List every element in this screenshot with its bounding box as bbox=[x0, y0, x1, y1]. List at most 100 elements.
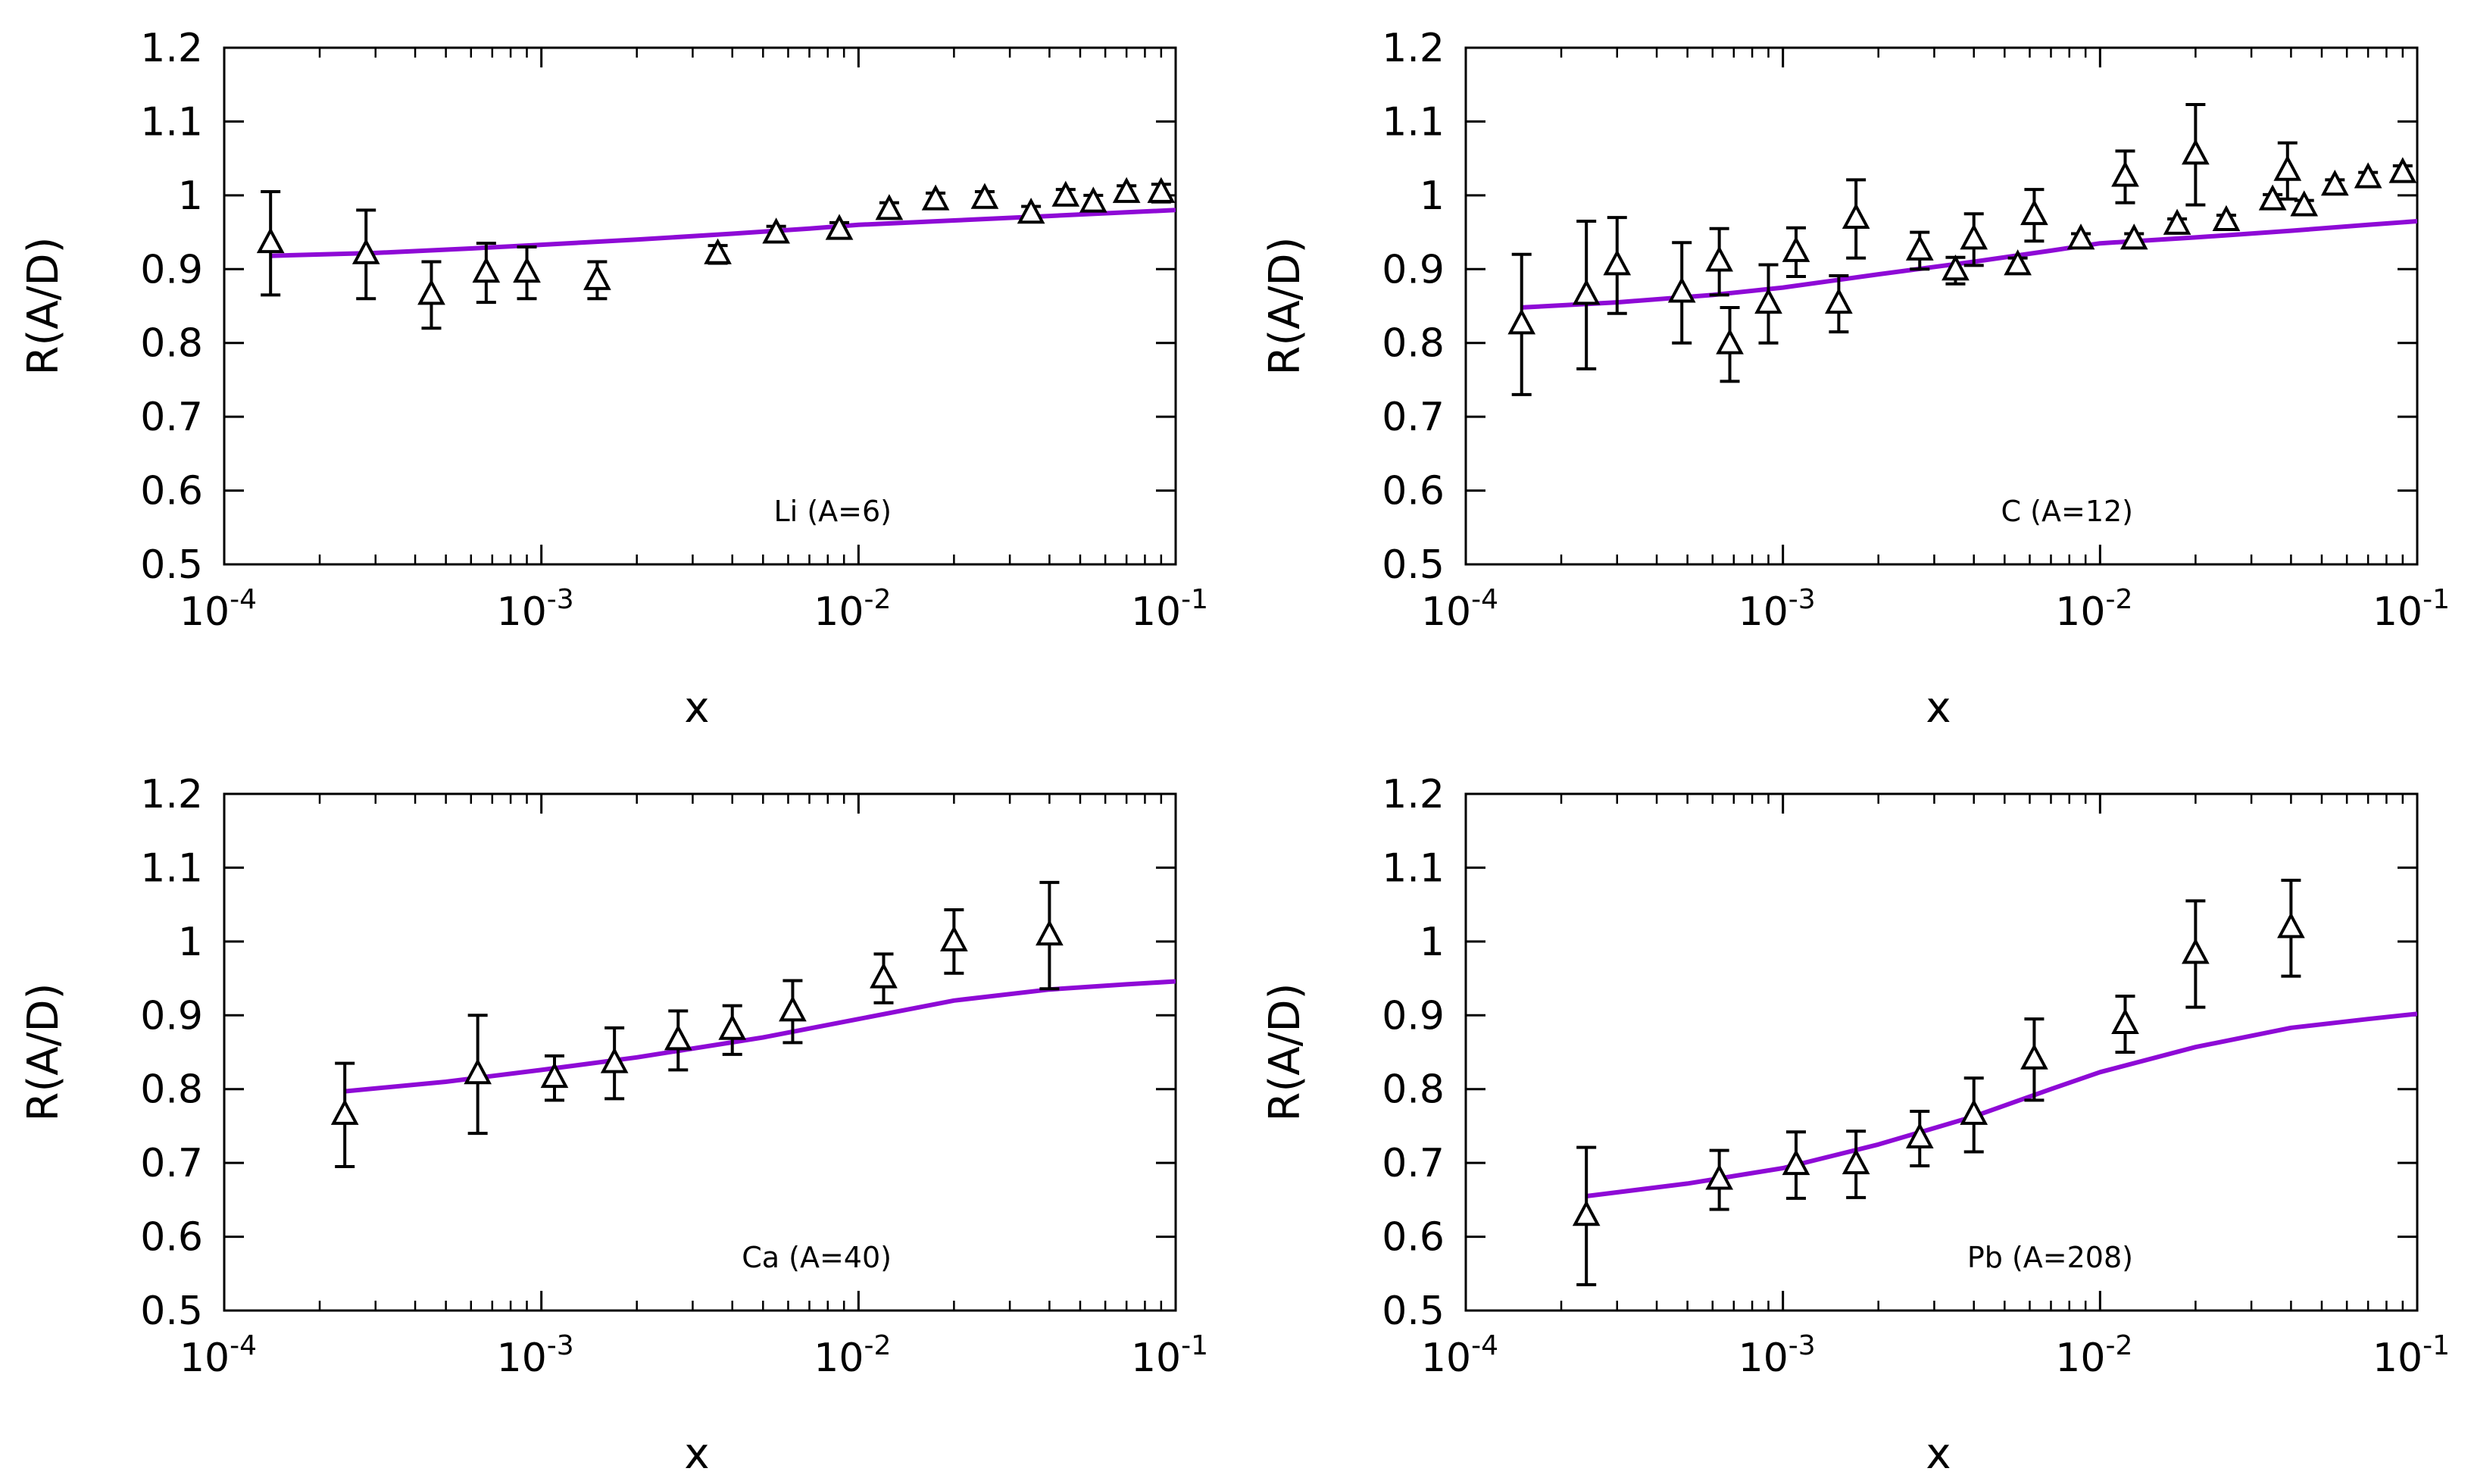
x-tick-label: 10-3 bbox=[497, 1330, 574, 1381]
x-tick-label: 10-4 bbox=[1421, 584, 1498, 635]
triangle-marker bbox=[1825, 287, 1853, 314]
data-point bbox=[2004, 249, 2032, 276]
x-tick-label: 10-1 bbox=[2373, 1330, 2450, 1381]
plot-frame bbox=[223, 46, 1177, 566]
x-tick-label: 10-4 bbox=[1421, 1330, 1498, 1381]
data-point bbox=[2277, 878, 2305, 978]
triangle-marker bbox=[870, 962, 898, 989]
panel-2: 0.5 0.6 0.7 0.8 0.9 1 1.1 1.2 10-4 10-3 10-2 10-1 x R… bbox=[1260, 26, 2450, 733]
y-tick-label: 0.8 bbox=[140, 1067, 203, 1113]
plot-frame bbox=[1464, 46, 2419, 566]
triangle-marker bbox=[704, 238, 732, 264]
y-tick-label: 0.7 bbox=[140, 1141, 203, 1186]
triangle-marker bbox=[2004, 249, 2032, 276]
x-axis-label: x bbox=[1926, 1429, 1951, 1479]
data-point bbox=[2120, 223, 2148, 250]
triangle-marker bbox=[2020, 1043, 2048, 1070]
data-point bbox=[1667, 241, 1696, 345]
triangle-marker bbox=[1572, 1200, 1601, 1226]
triangle-marker bbox=[2020, 198, 2048, 226]
x-tick-label: 10-2 bbox=[2055, 584, 2132, 635]
y-axis-label: R(A/D) bbox=[1260, 983, 1310, 1122]
y-tick-label: 0.8 bbox=[140, 321, 203, 367]
triangle-marker bbox=[921, 184, 950, 211]
data-point bbox=[2163, 208, 2191, 235]
x-tick-label: 10-3 bbox=[1738, 584, 1816, 635]
triangle-marker bbox=[2066, 223, 2095, 250]
data-point bbox=[1705, 1148, 1733, 1211]
data-point bbox=[1017, 197, 1045, 224]
triangle-marker bbox=[2273, 155, 2302, 181]
triangle-marker bbox=[762, 217, 790, 244]
triangle-marker bbox=[1782, 236, 1810, 262]
y-tick-label: 0.5 bbox=[140, 542, 203, 588]
triangle-marker bbox=[718, 1014, 747, 1040]
x-tick-label: 10-3 bbox=[497, 584, 574, 635]
data-point bbox=[2182, 899, 2210, 1009]
data-point bbox=[1842, 1129, 1870, 1199]
y-axis-label: R(A/D) bbox=[1260, 237, 1310, 376]
triangle-marker bbox=[2182, 938, 2210, 964]
y-tick-label: 0.8 bbox=[1382, 1067, 1445, 1113]
triangle-marker bbox=[540, 1061, 569, 1089]
triangle-marker bbox=[2111, 1008, 2139, 1034]
data-point bbox=[1572, 1145, 1601, 1286]
data-point bbox=[664, 1009, 692, 1072]
data-point bbox=[2354, 162, 2382, 189]
data-point bbox=[1507, 252, 1536, 396]
data-point bbox=[1705, 227, 1733, 297]
y-tick-label: 0.6 bbox=[140, 469, 203, 514]
data-point bbox=[1782, 1130, 1810, 1200]
data-point bbox=[330, 1061, 359, 1169]
plot-frame bbox=[1464, 792, 2419, 1312]
triangle-marker bbox=[583, 264, 611, 290]
data-point bbox=[1782, 226, 1810, 279]
triangle-marker bbox=[940, 925, 968, 951]
data-point bbox=[2320, 169, 2349, 196]
triangle-marker bbox=[513, 256, 541, 283]
y-tick-label: 0.5 bbox=[1382, 542, 1445, 588]
data-point bbox=[2066, 223, 2095, 250]
data-point bbox=[2212, 205, 2241, 231]
y-tick-label: 0.6 bbox=[1382, 1215, 1445, 1261]
data-point bbox=[970, 183, 999, 209]
triangle-marker bbox=[1960, 223, 1988, 250]
data-point bbox=[1603, 216, 1632, 315]
x-tick-label: 10-2 bbox=[814, 584, 891, 635]
y-tick-label: 0.9 bbox=[140, 247, 203, 292]
model-curve bbox=[1585, 1011, 2417, 1198]
triangle-marker bbox=[1960, 1098, 1988, 1125]
data-point bbox=[1716, 305, 1744, 383]
triangle-marker bbox=[1036, 919, 1064, 946]
data-point bbox=[1960, 1076, 1988, 1154]
y-tick-label: 1 bbox=[178, 173, 203, 219]
y-tick-label: 0.5 bbox=[140, 1289, 203, 1334]
y-tick-label: 0.8 bbox=[1382, 321, 1445, 367]
data-point bbox=[870, 952, 898, 1004]
y-tick-label: 0.9 bbox=[140, 993, 203, 1039]
plot-area bbox=[1507, 103, 2417, 396]
x-tick-label: 10-4 bbox=[180, 1330, 257, 1381]
data-point bbox=[2182, 103, 2210, 207]
triangle-marker bbox=[2212, 205, 2241, 231]
triangle-marker bbox=[1507, 308, 1536, 335]
x-tick-label: 10-4 bbox=[180, 584, 257, 635]
triangle-marker bbox=[2120, 223, 2148, 250]
x-tick-label: 10-1 bbox=[1131, 1330, 1208, 1381]
data-point bbox=[2111, 994, 2139, 1054]
data-point bbox=[464, 1014, 492, 1136]
x-tick-label: 10-1 bbox=[1131, 584, 1208, 635]
data-point bbox=[762, 217, 790, 244]
triangle-marker bbox=[664, 1024, 692, 1051]
data-point bbox=[1754, 263, 1782, 345]
data-point bbox=[2290, 190, 2319, 217]
x-tick-label: 10-2 bbox=[2055, 1330, 2132, 1381]
data-point bbox=[583, 260, 611, 301]
triangle-marker bbox=[1905, 1122, 1934, 1148]
triangle-marker bbox=[1942, 254, 1970, 281]
data-point bbox=[472, 242, 501, 305]
y-tick-label: 1.2 bbox=[1382, 772, 1445, 817]
triangle-marker bbox=[1112, 177, 1141, 203]
data-point bbox=[540, 1054, 569, 1102]
